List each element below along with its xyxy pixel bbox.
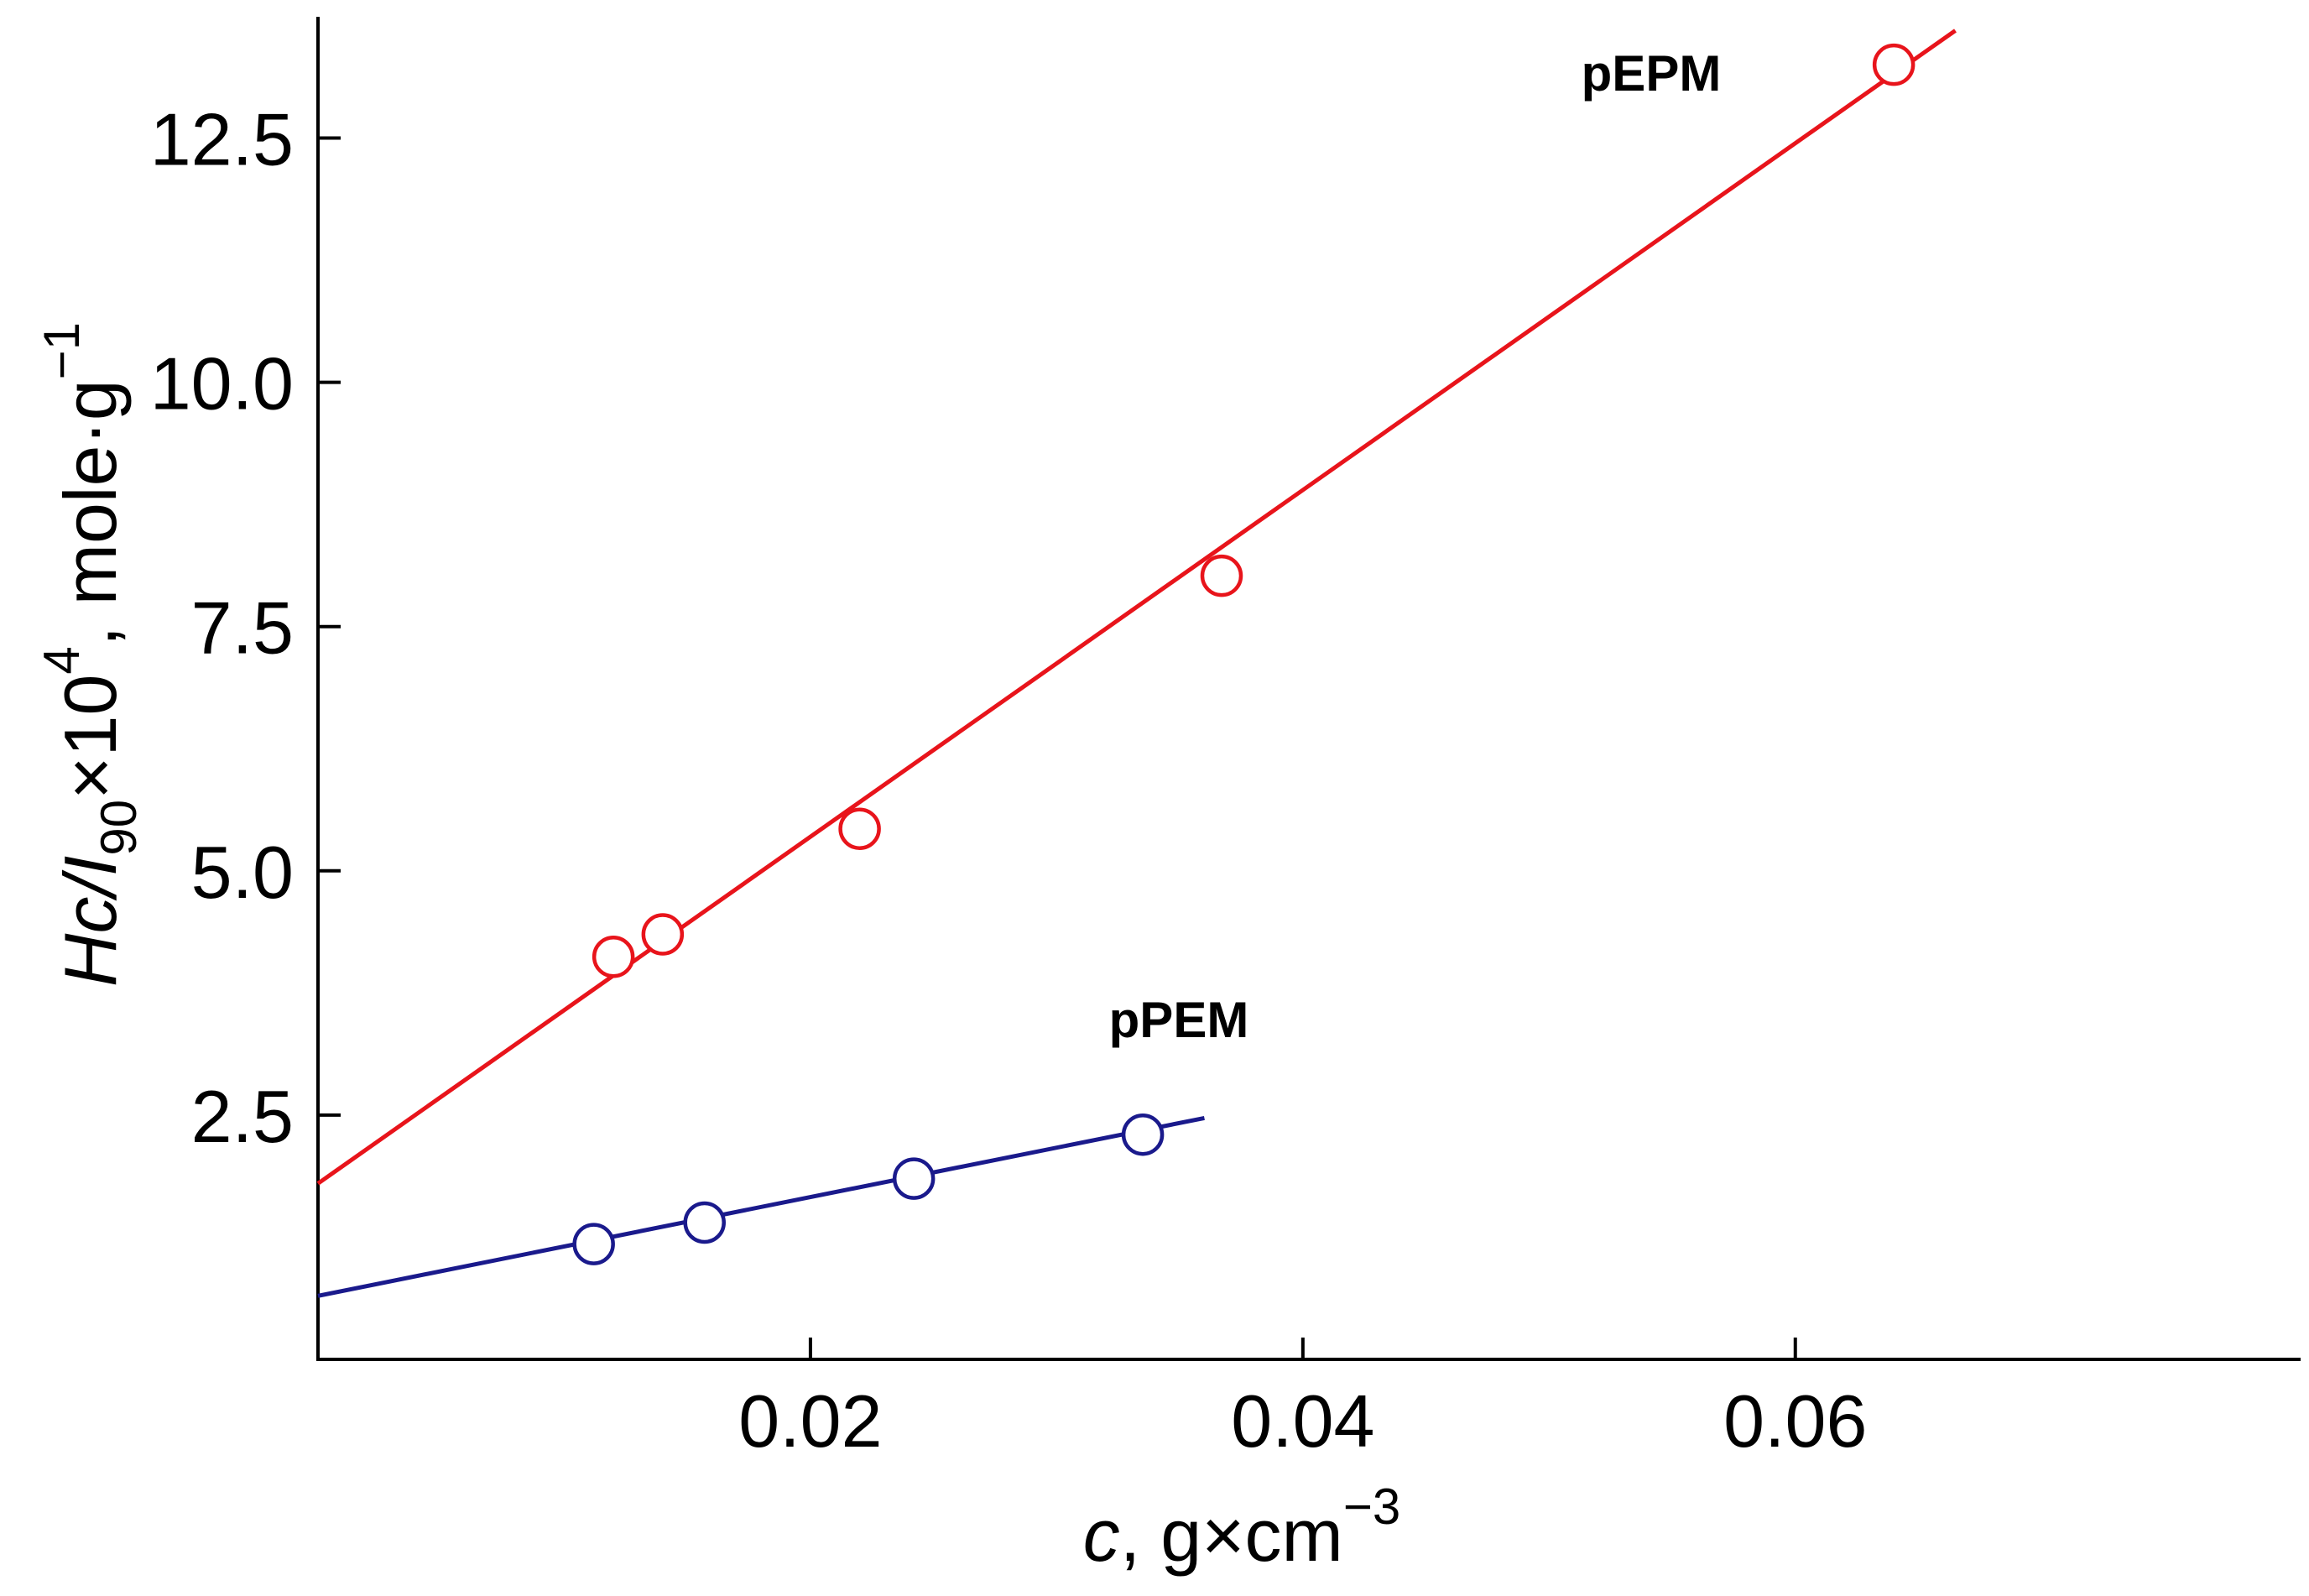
y-axis-var: Hc/I — [49, 856, 132, 987]
y-tick-label: 12.5 — [150, 98, 294, 181]
pepm-point — [838, 807, 881, 850]
ticks: 2.5 5.0 7.5 10.0 12.5 0.02 0.04 0.06 — [150, 98, 1868, 1463]
y-tick-label: 7.5 — [191, 587, 294, 670]
fit-lines — [316, 29, 1957, 1298]
x-tick-label: 0.02 — [738, 1380, 882, 1463]
ppem-series-label: pPEM — [1109, 992, 1249, 1048]
y-axis-subscript: 90 — [91, 800, 147, 856]
ppem-point — [683, 1201, 726, 1244]
ppem-point — [572, 1223, 615, 1265]
y-tick-label: 5.0 — [191, 831, 294, 914]
x-axis-exponent: −3 — [1343, 1479, 1400, 1535]
series-labels: pEPM pPEM — [1109, 45, 1722, 1048]
pepm-fit-line — [316, 29, 1957, 1186]
y-axis-exponent: −1 — [34, 322, 90, 379]
y-tick-label: 2.5 — [191, 1075, 294, 1158]
pepm-point — [1200, 554, 1243, 597]
pepm-series-label: pEPM — [1582, 45, 1722, 102]
x-axis-var: c — [1083, 1494, 1120, 1577]
x-tick-label: 0.04 — [1231, 1380, 1374, 1463]
y-axis-units: , mole·g — [49, 379, 132, 646]
markers — [572, 43, 1915, 1265]
ppem-point — [1121, 1113, 1165, 1156]
x-tick-label: 0.06 — [1723, 1380, 1867, 1463]
y-axis-power: 4 — [34, 646, 90, 674]
pepm-point — [1872, 43, 1915, 86]
pepm-point — [641, 913, 685, 956]
y-axis-multiplier: ×10 — [49, 675, 132, 800]
pepm-point — [592, 936, 635, 978]
ppem-point — [892, 1157, 936, 1200]
y-axis-title: Hc/I90×104, mole·g−1 — [34, 322, 147, 987]
y-tick-label: 10.0 — [150, 342, 294, 425]
ppem-fit-line — [317, 1115, 1205, 1298]
x-axis-comma: , — [1120, 1494, 1140, 1577]
x-axis-units: g×cm — [1160, 1494, 1343, 1577]
x-axis-title: c, g×cm−3 — [1083, 1479, 1401, 1577]
